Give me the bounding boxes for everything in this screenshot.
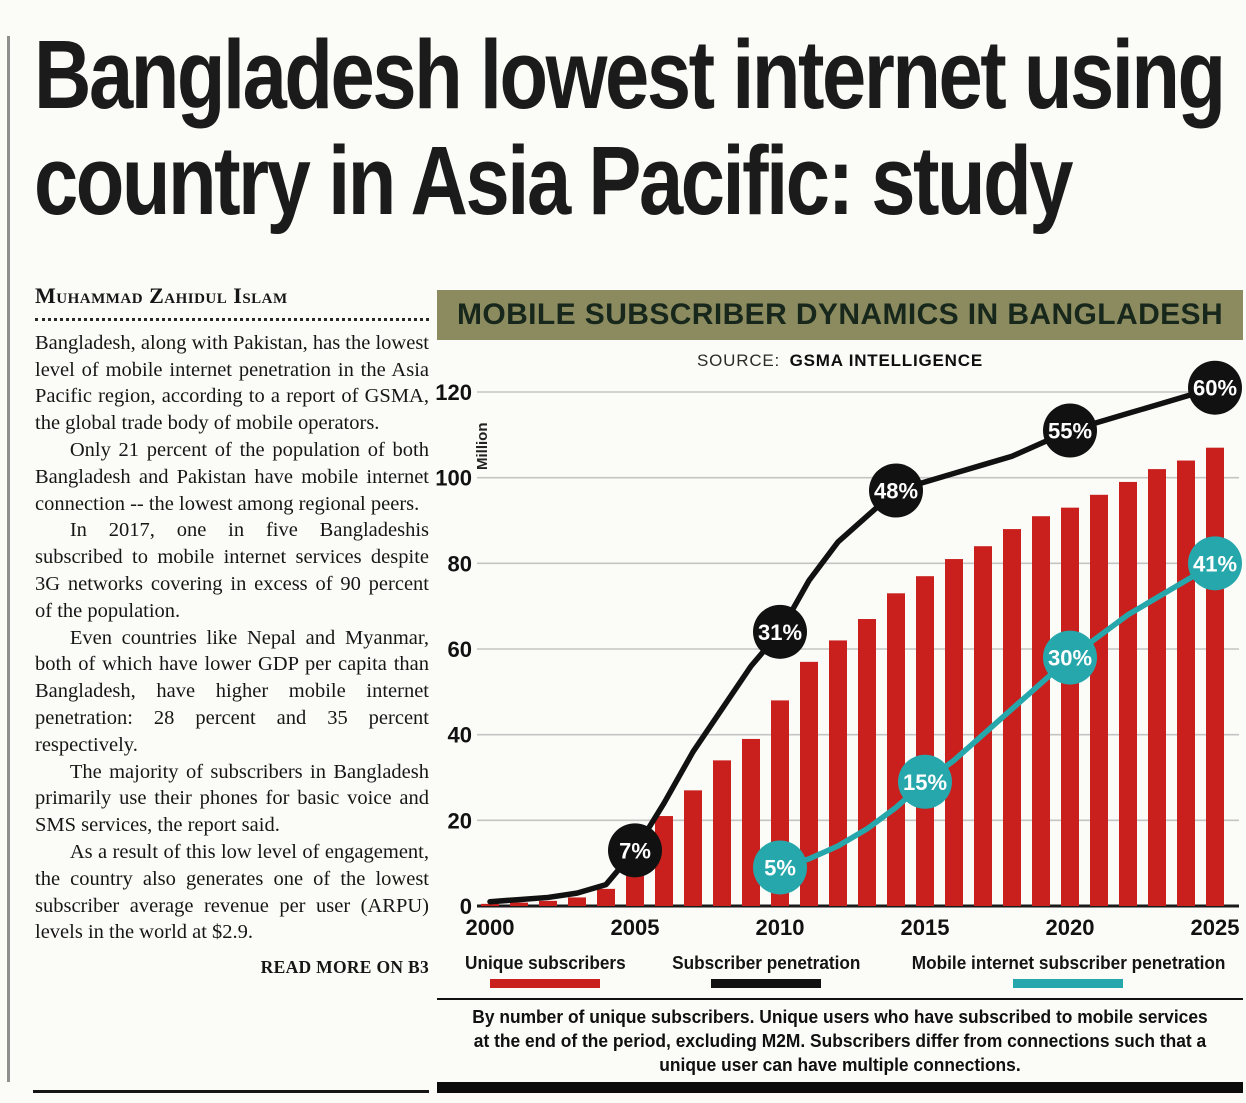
footnote-separator xyxy=(437,998,1243,1000)
legend-swatch-teal xyxy=(1013,979,1124,988)
bar-2003 xyxy=(568,897,586,906)
bar-2021 xyxy=(1090,494,1108,906)
chart-title: MOBILE SUBSCRIBER DYNAMICS IN BANGLADESH xyxy=(456,298,1224,331)
line-mobile-internet-penetration xyxy=(777,560,1218,871)
marker-label: 41% xyxy=(1193,551,1237,576)
marker-mobile-internet-penetration-30% xyxy=(1043,630,1097,685)
bar-2008 xyxy=(713,760,731,906)
y-tick-120: 120 xyxy=(435,380,472,405)
marker-label: 60% xyxy=(1193,376,1237,401)
y-tick-80: 80 xyxy=(448,551,472,576)
read-more-note: READ MORE ON B3 xyxy=(260,957,429,978)
article-paragraph: As a result of this low level of engagem… xyxy=(35,840,429,944)
legend-label: Mobile internet subscriber penetration xyxy=(911,952,1226,973)
x-tick-2010: 2010 xyxy=(756,915,805,940)
article-paragraph: In 2017, one in five Bangladeshis subscr… xyxy=(35,519,429,622)
x-tick-2005: 2005 xyxy=(611,915,660,940)
bar-2018 xyxy=(1003,529,1021,906)
marker-label: 48% xyxy=(874,479,918,504)
marker-mobile-internet-penetration-41% xyxy=(1188,536,1242,591)
chart-title-bar: MOBILE SUBSCRIBER DYNAMICS IN BANGLADESH xyxy=(437,290,1243,340)
article-paragraph: Even countries like Nepal and Myanmar, b… xyxy=(35,626,429,756)
bar-2012 xyxy=(829,640,847,906)
y-tick-60: 60 xyxy=(448,637,472,662)
headline-line-1: Bangladesh lowest internet using xyxy=(34,20,1226,129)
marker-subscriber-penetration-48% xyxy=(869,463,923,518)
article-paragraph: Only 21 percent of the population of bot… xyxy=(35,438,429,515)
bar-2019 xyxy=(1032,516,1050,906)
bar-2022 xyxy=(1119,481,1137,906)
marker-mobile-internet-penetration-5% xyxy=(753,840,807,895)
bar-2023 xyxy=(1148,469,1166,906)
bar-2015 xyxy=(916,576,934,906)
marker-label: 30% xyxy=(1048,646,1092,671)
bar-2006 xyxy=(655,816,673,906)
legend-label: Unique subscribers xyxy=(465,952,626,973)
bar-2014 xyxy=(887,593,905,906)
x-tick-2015: 2015 xyxy=(901,915,950,940)
legend-swatch-black xyxy=(710,979,821,988)
bar-2002 xyxy=(539,900,557,906)
subscriber-dynamics-chart: 0 20 40 60 80 100 120 Million 2000 2005 2010 2015 20… xyxy=(435,360,1242,940)
article-column: Muhammad Zahidul Islam Bangladesh, along… xyxy=(35,283,429,981)
bar-2011 xyxy=(800,661,818,906)
marker-label: 7% xyxy=(619,838,651,863)
marker-subscriber-penetration-7% xyxy=(608,823,662,878)
chart-source: SOURCE: GSMA INTELLIGENCE xyxy=(437,351,1243,371)
column-divider-rule xyxy=(7,36,10,1082)
source-value: GSMA INTELLIGENCE xyxy=(789,351,983,370)
y-tick-40: 40 xyxy=(448,723,472,748)
marker-mobile-internet-penetration-15% xyxy=(898,754,952,809)
chart-legend: Unique subscribers Subscriber penetratio… xyxy=(437,952,1243,988)
bar-2013 xyxy=(858,619,876,906)
bar-2025 xyxy=(1206,447,1224,906)
headline-line-2: country in Asia Pacific: study xyxy=(34,125,1074,235)
legend-swatch-red xyxy=(490,979,601,988)
legend-item-unique-subscribers: Unique subscribers xyxy=(459,952,632,988)
byline-separator xyxy=(35,315,429,321)
marker-label: 55% xyxy=(1048,419,1092,444)
chart-panel: MOBILE SUBSCRIBER DYNAMICS IN BANGLADESH… xyxy=(435,290,1243,1093)
bar-2016 xyxy=(945,559,963,906)
bar-2001 xyxy=(510,902,528,906)
bar-2004 xyxy=(597,888,615,906)
marker-label: 31% xyxy=(758,620,802,645)
x-tick-2020: 2020 xyxy=(1046,915,1095,940)
source-label: SOURCE: xyxy=(697,351,781,370)
bottom-rule xyxy=(437,1082,1243,1093)
legend-item-mobile-internet-penetration: Mobile internet subscriber penetration xyxy=(900,952,1237,988)
page-title: Bangladesh lowest internet using country… xyxy=(34,20,1226,235)
marker-subscriber-penetration-31% xyxy=(753,604,807,659)
marker-subscriber-penetration-55% xyxy=(1043,403,1097,458)
chart-footnote: By number of unique subscribers. Unique … xyxy=(472,1006,1208,1075)
x-tick-2025: 2025 xyxy=(1191,915,1240,940)
bar-2024 xyxy=(1177,460,1195,906)
y-axis-title: Million xyxy=(474,423,491,471)
marker-label: 5% xyxy=(764,855,796,880)
marker-label: 15% xyxy=(903,770,947,795)
bar-2017 xyxy=(974,546,992,906)
byline: Muhammad Zahidul Islam xyxy=(35,283,288,308)
legend-item-subscriber-penetration: Subscriber penetration xyxy=(665,952,868,988)
y-tick-20: 20 xyxy=(448,808,472,833)
article-bottom-rule xyxy=(33,1090,429,1093)
bar-2000 xyxy=(481,903,499,906)
legend-label: Subscriber penetration xyxy=(671,952,860,973)
x-tick-2000: 2000 xyxy=(466,915,515,940)
marker-subscriber-penetration-60% xyxy=(1188,360,1242,415)
article-paragraph: Bangladesh, along with Pakistan, has the… xyxy=(35,331,429,435)
bar-2020 xyxy=(1061,507,1079,906)
y-tick-100: 100 xyxy=(435,466,472,491)
bar-2007 xyxy=(684,790,702,906)
y-tick-0: 0 xyxy=(460,894,472,919)
article-paragraph: The majority of subscribers in Banglades… xyxy=(35,760,429,837)
